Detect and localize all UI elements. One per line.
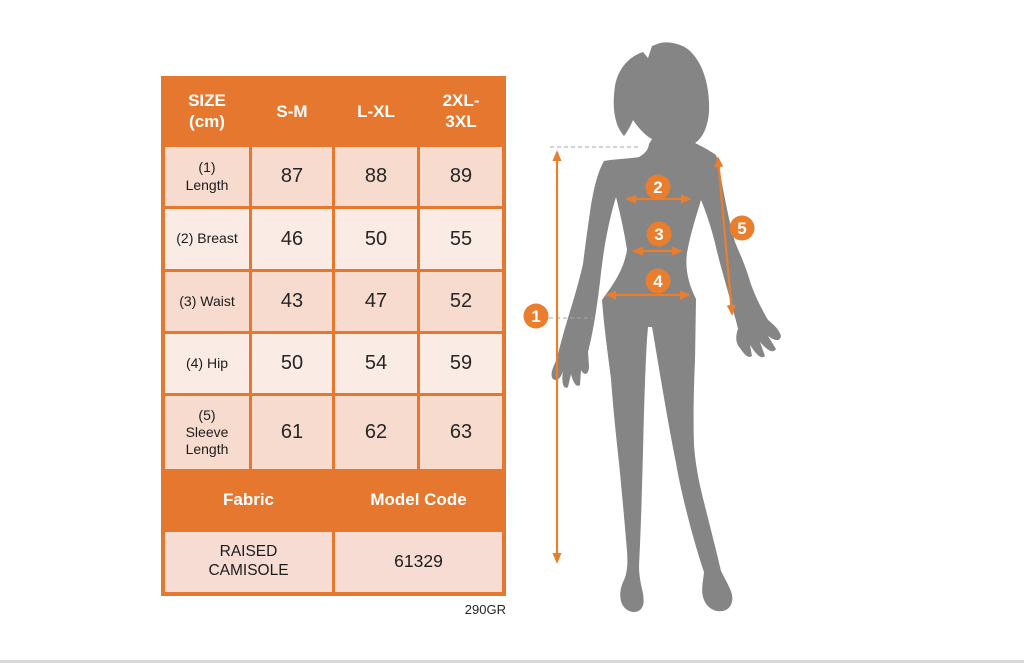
measure-value-sleeve-sm: 61 [252, 396, 332, 469]
measure-value-breast-lxl: 50 [335, 209, 417, 269]
measure-label-sleeve-length: (5) Sleeve Length [165, 396, 249, 469]
measure-value-breast-2xl3xl: 55 [420, 209, 502, 269]
measure-value-length-2xl3xl: 89 [420, 147, 502, 206]
marker-3-badge: 3 [646, 221, 672, 247]
size-col-header-l-xl: L-XL [335, 80, 417, 144]
measure-value-sleeve-2xl3xl: 63 [420, 396, 502, 469]
size-unit-header: SIZE (cm) [165, 80, 249, 144]
marker-4-badge: 4 [645, 268, 671, 294]
measure-label-breast: (2) Breast [165, 209, 249, 269]
marker-3-label: 3 [654, 225, 663, 244]
measure-value-breast-sm: 46 [252, 209, 332, 269]
fabric-header: Fabric [165, 472, 332, 529]
marker-4-label: 4 [653, 272, 663, 291]
measure-value-waist-lxl: 47 [335, 272, 417, 331]
measure-label-length: (1) Length [165, 147, 249, 206]
measure-value-hip-lxl: 54 [335, 334, 417, 393]
weight-note: 290GR [464, 602, 506, 617]
marker-5-badge: 5 [729, 215, 755, 241]
page-bottom-border [0, 660, 1024, 663]
measure-value-hip-sm: 50 [252, 334, 332, 393]
female-silhouette-icon [551, 42, 781, 612]
measure-value-sleeve-lxl: 62 [335, 396, 417, 469]
measure-value-length-lxl: 88 [335, 147, 417, 206]
measure-label-hip: (4) Hip [165, 334, 249, 393]
measure-label-waist: (3) Waist [165, 272, 249, 331]
size-col-header-s-m: S-M [252, 80, 332, 144]
marker-2-badge: 2 [645, 174, 671, 200]
marker-2-label: 2 [653, 178, 662, 197]
marker-1-label: 1 [531, 307, 540, 326]
sleeve-arrow [714, 156, 736, 316]
size-col-header-2xl-3xl: 2XL- 3XL [420, 80, 502, 144]
size-chart-table: SIZE (cm) S-M L-XL 2XL- 3XL (1) Length 8… [161, 76, 506, 596]
measure-value-length-sm: 87 [252, 147, 332, 206]
measure-value-waist-sm: 43 [252, 272, 332, 331]
measure-value-waist-2xl3xl: 52 [420, 272, 502, 331]
fabric-value: RAISED CAMISOLE [165, 532, 332, 592]
marker-5-label: 5 [737, 219, 746, 238]
measure-value-hip-2xl3xl: 59 [420, 334, 502, 393]
model-code-value: 61329 [335, 532, 502, 592]
measurement-figure: 1 2 3 4 5 [523, 42, 781, 612]
marker-1-badge: 1 [523, 303, 549, 329]
model-code-header: Model Code [335, 472, 502, 529]
